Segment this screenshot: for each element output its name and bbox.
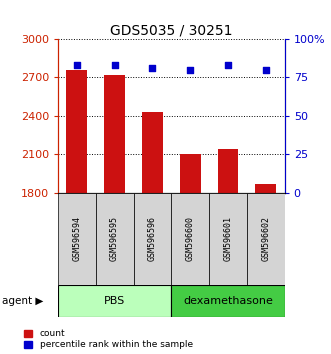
Title: GDS5035 / 30251: GDS5035 / 30251 — [110, 24, 233, 38]
Bar — [58, 285, 171, 317]
Bar — [171, 193, 209, 285]
Bar — [256, 184, 276, 193]
Text: GSM596600: GSM596600 — [186, 216, 195, 262]
Point — [188, 67, 193, 73]
Text: GSM596602: GSM596602 — [261, 216, 270, 262]
Bar — [133, 193, 171, 285]
Text: GSM596596: GSM596596 — [148, 216, 157, 262]
Bar — [171, 285, 285, 317]
Bar — [180, 154, 201, 193]
Bar — [96, 193, 133, 285]
Text: PBS: PBS — [104, 296, 125, 306]
Bar — [217, 149, 238, 193]
Bar — [247, 193, 285, 285]
Text: GSM596601: GSM596601 — [223, 216, 232, 262]
Text: dexamethasone: dexamethasone — [183, 296, 273, 306]
Bar — [142, 112, 163, 193]
Text: GSM596594: GSM596594 — [72, 216, 81, 262]
Point — [112, 62, 117, 68]
Bar — [67, 70, 87, 193]
Bar — [58, 193, 96, 285]
Text: agent ▶: agent ▶ — [2, 296, 43, 306]
Bar — [209, 193, 247, 285]
Text: GSM596595: GSM596595 — [110, 216, 119, 262]
Legend: count, percentile rank within the sample: count, percentile rank within the sample — [24, 329, 193, 349]
Point — [74, 62, 79, 68]
Point — [225, 62, 231, 68]
Point — [263, 67, 268, 73]
Bar — [104, 75, 125, 193]
Point — [150, 65, 155, 71]
